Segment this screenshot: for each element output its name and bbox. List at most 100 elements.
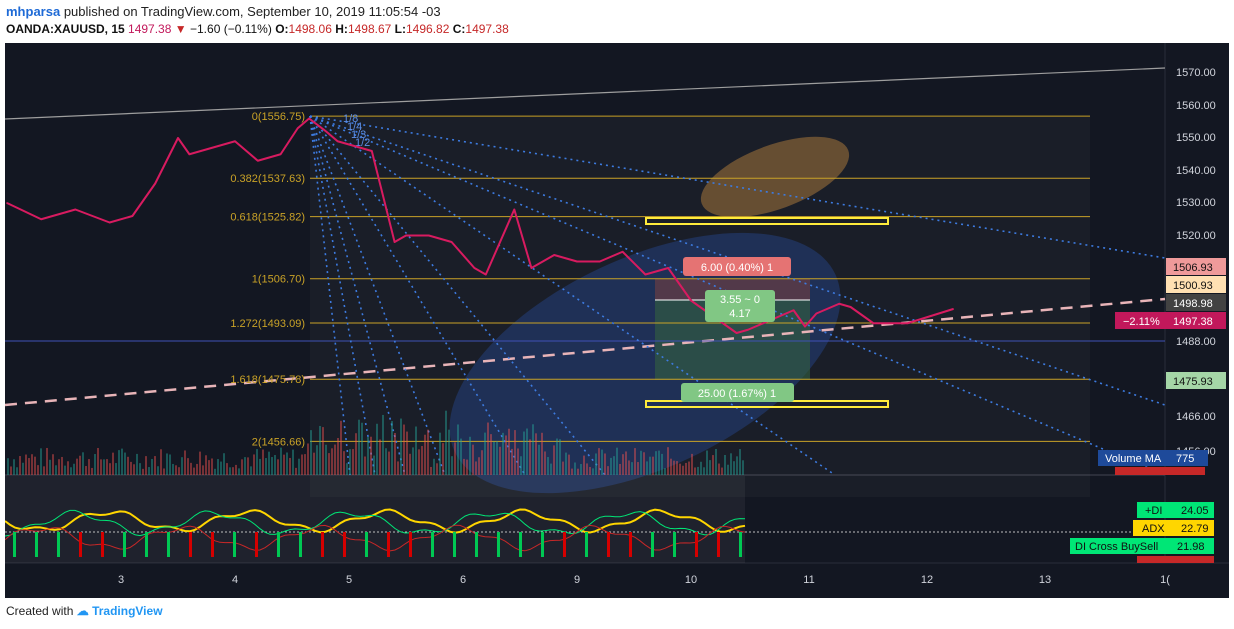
- volume-bar: [529, 439, 531, 475]
- price-point: [325, 130, 328, 133]
- price-point: [792, 309, 795, 312]
- volume-bar: [706, 450, 708, 475]
- volume-bar: [700, 461, 702, 475]
- di-cross-bar: [167, 532, 170, 557]
- ratio-label-1: 3.55 ~ 0: [720, 294, 760, 306]
- price-point: [507, 221, 510, 224]
- volume-bar: [58, 459, 60, 475]
- volume-bar: [190, 462, 192, 475]
- volume-bar: [415, 426, 417, 475]
- dashed-trendline[interactable]: [5, 297, 1166, 407]
- tag-current-text: 1497.38: [1173, 316, 1213, 328]
- chart-canvas[interactable]: 0(1556.75) 0.382(1537.63) 0.618(1525.82) 1(…: [5, 43, 1229, 598]
- volume-bar: [22, 462, 24, 475]
- volume-bar: [640, 450, 642, 475]
- volume-bar: [733, 461, 735, 475]
- di-cross-bar: [739, 532, 742, 557]
- di-cross-bar: [409, 532, 412, 557]
- ellipse-orange[interactable]: [691, 120, 859, 233]
- volume-bar: [538, 444, 540, 475]
- volume-bar: [619, 463, 621, 475]
- volume-bar: [133, 464, 135, 475]
- publish-header: mhparsa published on TradingView.com, Se…: [6, 4, 441, 19]
- volume-bar: [157, 466, 159, 475]
- di-cross-bar: [717, 532, 720, 557]
- volume-bar: [196, 463, 198, 475]
- volume-bar: [430, 466, 432, 475]
- fib-retracement[interactable]: 0(1556.75) 0.382(1537.63) 0.618(1525.82) 1(…: [230, 111, 1090, 448]
- fan-ray: [309, 115, 1166, 259]
- volume-bar: [676, 461, 678, 475]
- fan-ray: [309, 115, 351, 476]
- volume-bar: [637, 462, 639, 475]
- price-point: [131, 215, 134, 217]
- fib-label: 0.618(1525.82): [230, 212, 305, 224]
- volume-bar: [280, 447, 282, 475]
- volume-bar: [667, 447, 669, 475]
- volume-bar: [478, 457, 480, 475]
- volume-bar: [40, 448, 42, 475]
- tag-di-cross-value: 21.98: [1177, 541, 1205, 553]
- volume-bar: [601, 449, 603, 475]
- di-cross-bar: [607, 532, 610, 557]
- volume-bar: [112, 452, 114, 475]
- volume-bar: [505, 435, 507, 475]
- tag-di-plus-value: 24.05: [1181, 505, 1209, 517]
- volume-bar: [208, 460, 210, 475]
- volume-bar: [241, 459, 243, 475]
- high-label: H:: [335, 22, 348, 36]
- tag-stop: [1166, 372, 1226, 389]
- di-cross-bar: [321, 532, 324, 557]
- stop-label-box: [681, 383, 794, 402]
- tradingview-brand[interactable]: TradingView: [92, 604, 163, 618]
- volume-bar: [625, 451, 627, 475]
- volume-bar: [433, 458, 435, 475]
- volume-bar: [592, 468, 594, 475]
- volume-bar: [445, 410, 447, 475]
- volume-bar: [235, 464, 237, 475]
- price-point: [621, 250, 624, 253]
- time-tick: 12: [921, 574, 933, 586]
- adx-line: [5, 508, 746, 534]
- volume-bar: [223, 453, 225, 475]
- volume-bar: [724, 454, 726, 475]
- volume-bar: [136, 453, 138, 475]
- target-label-box: [683, 257, 791, 276]
- tag-adx: [1133, 520, 1214, 536]
- volume-bar: [442, 443, 444, 475]
- tag-last-bar-text: 1498.98: [1173, 298, 1213, 310]
- volume-bar: [688, 461, 690, 475]
- volume-bar: [568, 454, 570, 475]
- tradingview-logo-icon[interactable]: ☁: [76, 604, 89, 618]
- volume-bar: [232, 467, 234, 475]
- volume-bar: [388, 451, 390, 475]
- volume-bar: [655, 451, 657, 475]
- volume-bar: [337, 438, 339, 475]
- volume-bar: [406, 431, 408, 475]
- volume-bar: [412, 447, 414, 475]
- price-point: [667, 267, 669, 269]
- volume-bar: [460, 438, 462, 475]
- time-tick: 6: [460, 574, 466, 586]
- upper-trendline[interactable]: [5, 67, 1166, 120]
- volume-bar: [100, 459, 102, 475]
- volume-bar: [91, 467, 93, 475]
- price-series: [6, 117, 954, 334]
- price-point: [40, 218, 42, 221]
- price-point: [177, 137, 179, 139]
- low-label: L:: [394, 22, 406, 36]
- price-tags: 1506.93 1500.93 1498.98 −2.11% 1497.38 1…: [1115, 258, 1226, 389]
- time-axis[interactable]: 3 4 5 6 9 10 11 12 13 1(: [118, 574, 1170, 586]
- price-point: [296, 127, 299, 130]
- author-name[interactable]: mhparsa: [6, 4, 61, 19]
- volume-bar: [364, 456, 366, 475]
- volume-bar: [34, 456, 36, 475]
- volume-bar: [286, 452, 288, 475]
- volume-bar: [526, 428, 528, 475]
- resistance-box[interactable]: [645, 217, 889, 225]
- price-point: [234, 140, 236, 143]
- volume-bar: [295, 467, 297, 475]
- price-point: [279, 153, 282, 156]
- volume-bar: [127, 456, 129, 475]
- volume-bar: [466, 459, 468, 475]
